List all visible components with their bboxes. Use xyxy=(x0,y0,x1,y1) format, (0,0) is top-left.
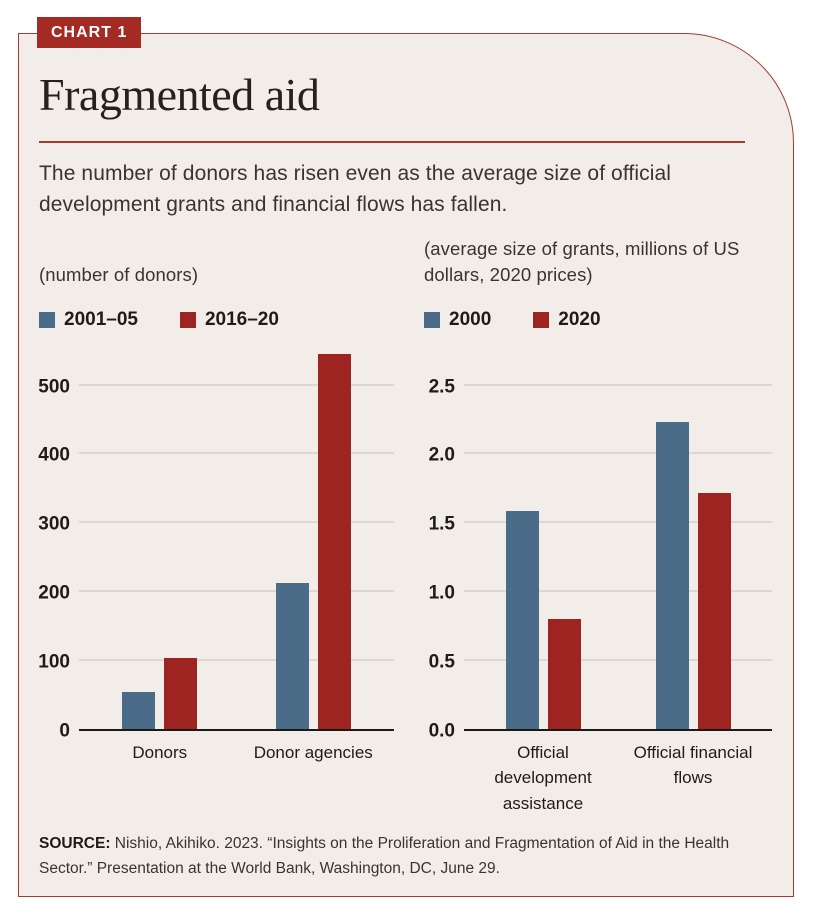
gridline xyxy=(464,383,772,386)
bar-group xyxy=(122,657,198,729)
left-axis-note: (number of donors) xyxy=(39,229,394,289)
bar-group xyxy=(275,353,351,729)
bar xyxy=(697,493,731,729)
gridline xyxy=(79,521,394,524)
bar-group xyxy=(655,421,731,729)
chart-subtitle: The number of donors has risen even as t… xyxy=(39,161,672,217)
legend-item: 2016–20 xyxy=(179,308,279,331)
y-tick-label: 300 xyxy=(38,513,70,535)
y-tick-label: 200 xyxy=(38,582,70,604)
x-axis-labels: Official development assistance Official … xyxy=(464,740,772,817)
right-plot-row: 0.0 0.5 1.0 1.5 2.0 2.5 xyxy=(424,349,772,740)
bar xyxy=(122,692,156,729)
legend-item: 2001–05 xyxy=(39,309,138,331)
y-tick-label: 0 xyxy=(59,720,70,742)
y-axis: 0.0 0.5 1.0 1.5 2.0 2.5 xyxy=(424,349,464,740)
legend: 2001–05 2016–20 xyxy=(39,309,394,331)
chart-card: CHART 1 Fragmented aid The number of don… xyxy=(18,17,794,897)
gridline xyxy=(464,658,772,661)
y-tick-label: 1.5 xyxy=(428,513,455,535)
bar xyxy=(505,511,539,729)
gridline xyxy=(79,452,394,455)
gridline xyxy=(79,658,394,661)
gridline xyxy=(464,521,772,524)
plot-area xyxy=(464,349,772,731)
gridline xyxy=(79,590,394,592)
donors-chart: (number of donors) 2001–05 2016–20 0 100 20… xyxy=(38,229,394,817)
source-note: SOURCE: Nishio, Akihiko. 2023. “Insights… xyxy=(39,832,749,882)
gridline xyxy=(79,383,394,386)
bar xyxy=(275,582,309,729)
y-tick-label: 0.5 xyxy=(428,651,455,673)
y-tick-label: 0.0 xyxy=(428,720,455,742)
chart-title: Fragmented aid xyxy=(39,69,320,120)
plot-area xyxy=(79,349,394,731)
legend-swatch-icon xyxy=(39,311,55,328)
charts-row: (number of donors) 2001–05 2016–20 0 100 20… xyxy=(38,229,773,817)
x-category-label: Donor agencies xyxy=(253,742,373,762)
y-axis: 0 100 200 300 400 500 xyxy=(38,349,79,740)
bar-group xyxy=(505,511,581,729)
grant-size-chart: (average size of grants, millions of US … xyxy=(424,229,772,817)
legend: 2000 2020 xyxy=(424,309,772,331)
legend-label: 2000 xyxy=(449,308,492,330)
bar xyxy=(317,353,351,729)
x-category-label: Donors xyxy=(132,742,188,762)
legend-item: 2000 xyxy=(424,309,491,331)
y-tick-label: 1.0 xyxy=(428,582,455,604)
legend-label: 2020 xyxy=(558,308,601,330)
y-tick-label: 2.0 xyxy=(428,444,455,466)
right-axis-note-text: (average size of grants, millions of US … xyxy=(424,238,740,286)
legend-label: 2016–20 xyxy=(204,308,279,330)
legend-item: 2020 xyxy=(533,308,601,331)
right-axis-note: (average size of grants, millions of US … xyxy=(424,229,772,289)
y-tick-label: 500 xyxy=(38,376,70,398)
legend-swatch-icon xyxy=(424,311,440,328)
bar xyxy=(547,618,581,729)
chart-number-badge: CHART 1 xyxy=(37,17,142,49)
x-category-label: Official financial flows xyxy=(633,742,753,788)
left-plot-row: 0 100 200 300 400 500 xyxy=(38,349,394,740)
x-axis-labels: Donors Donor agencies xyxy=(79,740,394,766)
x-category-label: Official development assistance xyxy=(494,742,592,813)
title-divider xyxy=(39,140,745,143)
source-text: Nishio, Akihiko. 2023. “Insights on the … xyxy=(39,835,730,877)
gridline xyxy=(464,590,772,592)
legend-swatch-icon xyxy=(179,311,196,328)
legend-swatch-icon xyxy=(533,311,550,328)
y-tick-label: 2.5 xyxy=(428,376,455,398)
y-tick-label: 400 xyxy=(38,444,70,466)
gridline xyxy=(464,452,772,455)
bar xyxy=(164,657,198,729)
y-tick-label: 100 xyxy=(38,651,70,673)
left-axis-note-text: (number of donors) xyxy=(39,264,199,286)
bar xyxy=(655,421,689,729)
source-prefix: SOURCE: xyxy=(39,835,111,853)
legend-label: 2001–05 xyxy=(64,308,138,330)
